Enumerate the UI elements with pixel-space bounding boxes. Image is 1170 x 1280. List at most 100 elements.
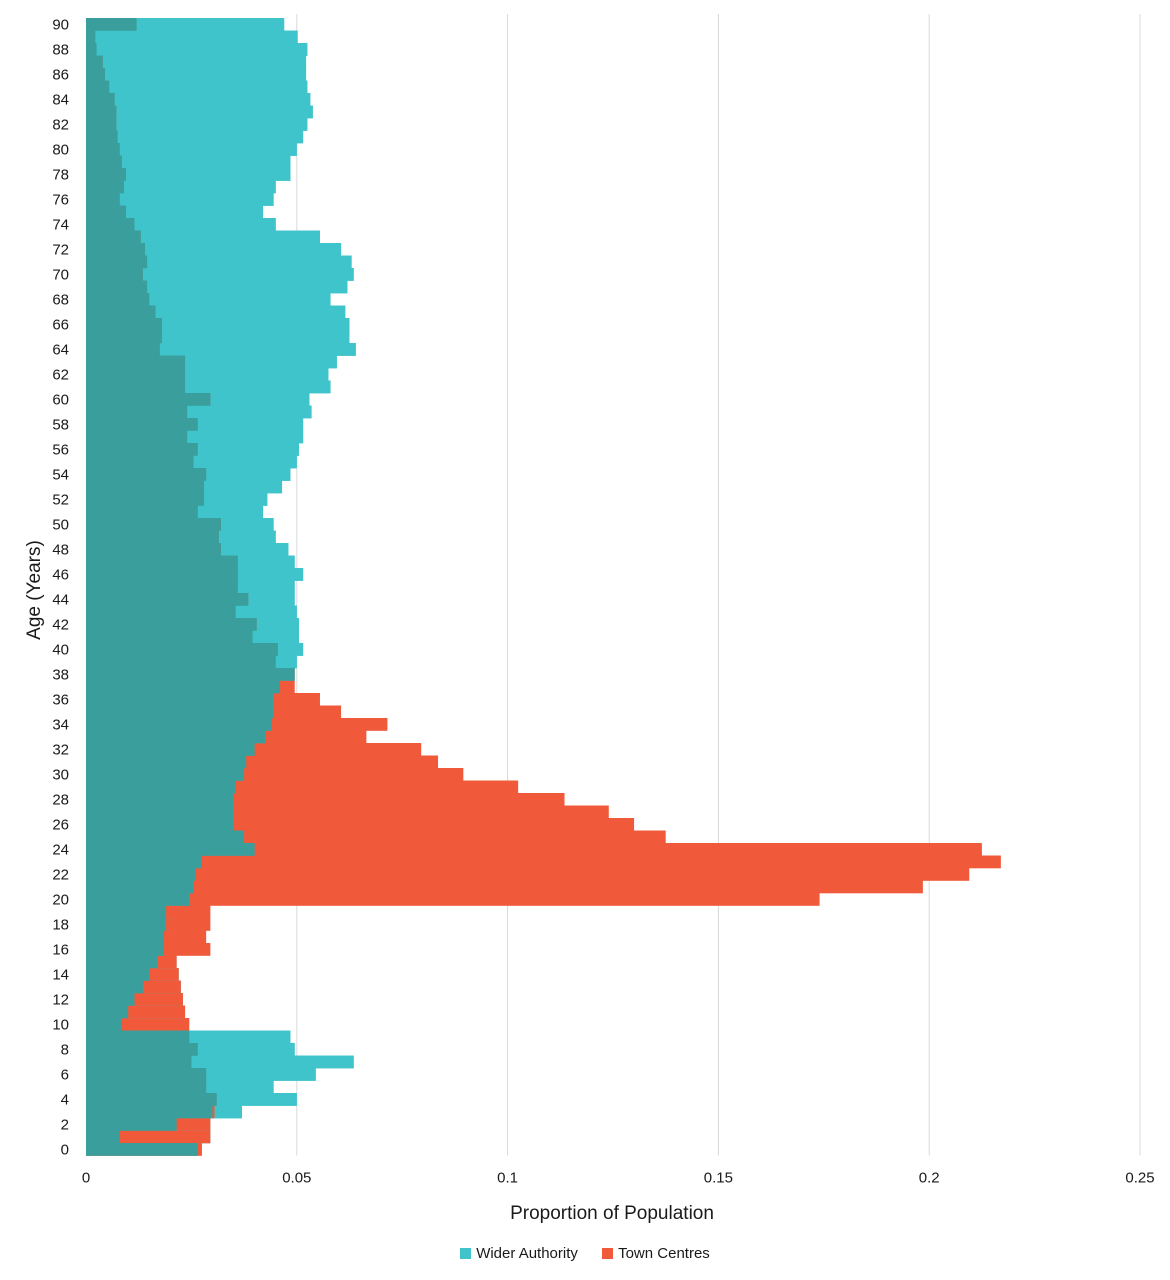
y-tick-label: 90 [52,16,69,33]
bar-overlap [86,318,162,331]
bar-wider-authority-excess [204,480,283,494]
bar-wider-authority-excess [189,1030,291,1044]
bar-wider-authority-excess [95,30,298,44]
bar-town-centres [86,843,982,856]
bar-town-centres [86,880,923,894]
bar-overlap [86,505,198,519]
bar-wider-authority-excess [121,155,291,169]
bar-overlap [86,1005,129,1019]
bar-wider-authority-excess [149,293,331,306]
bar-town-centres [86,855,1001,869]
y-tick-label: 10 [52,1016,69,1033]
bar-overlap [86,455,194,469]
bar-overlap [86,818,234,831]
bar-wider-authority-excess [102,55,307,69]
bar-wider-authority-excess [114,93,311,106]
bar-overlap [86,393,211,406]
bar-overlap [86,930,164,944]
y-tick-label: 48 [52,541,69,558]
y-tick-label: 80 [52,141,69,158]
bar-overlap [86,43,97,56]
bar-wider-authority-excess [185,368,329,381]
bar-overlap [86,493,205,506]
y-tick-label: 72 [52,241,69,258]
bar-overlap [86,268,143,281]
bar-wider-authority-excess [210,393,310,406]
bar-wider-authority-excess [191,1055,354,1069]
y-tick-label: 2 [61,1116,69,1133]
bar-overlap [86,680,280,694]
bar-overlap [86,30,96,44]
bar-overlap [86,655,276,669]
y-axis-title: Age (Years) [24,540,45,640]
bar-overlap [86,718,272,731]
bar-overlap [86,18,137,31]
bar-overlap [86,518,221,531]
bar-overlap [86,193,120,206]
y-tick-label: 32 [52,741,69,758]
bar-overlap [86,543,221,556]
y-tick-label: 66 [52,316,69,333]
bar-overlap [86,1105,213,1119]
bar-overlap [86,568,238,581]
legend-swatch-wider-authority [460,1248,472,1259]
bar-overlap [86,630,253,644]
bar-overlap [86,768,245,781]
bar-overlap [86,168,127,181]
bar-wider-authority-excess [248,593,295,606]
bar-wider-authority-excess [185,380,331,394]
y-tick-label: 54 [52,466,69,483]
bar-overlap [86,1018,122,1031]
y-tick-label: 28 [52,791,69,808]
bar-overlap [86,605,236,619]
y-tick-label: 12 [52,991,69,1008]
bar-wider-authority-excess [145,243,342,256]
bar-wider-authority-excess [126,168,291,181]
bar-overlap [86,443,198,456]
bar-wider-authority-excess [218,530,276,544]
legend-label-wider-authority: Wider Authority [476,1245,578,1262]
bar-overlap [86,618,257,631]
y-tick-label: 82 [52,116,69,133]
bar-overlap [86,755,247,769]
bar-wider-authority-excess [119,193,274,206]
legend-item-wider-authority: Wider Authority [460,1245,578,1262]
bar-wider-authority-excess [161,318,350,331]
bar-overlap [86,1143,198,1156]
bar-overlap [86,855,202,869]
bar-overlap [86,418,198,431]
bar-overlap [86,293,150,306]
bar-overlap [86,1093,217,1106]
bar-overlap [86,218,135,231]
y-tick-label: 24 [52,841,69,858]
bar-overlap [86,243,146,256]
bar-overlap [86,693,274,706]
bar-overlap [86,180,124,194]
bar-overlap [86,368,186,381]
y-tick-label: 6 [61,1066,69,1083]
bar-overlap [86,955,158,969]
bar-overlap [86,805,234,819]
bar-wider-authority-excess [193,455,297,469]
bar-overlap [86,705,274,719]
bar-wider-authority-excess [220,543,289,556]
bar-overlap [86,1055,192,1069]
bar-overlap [86,405,188,419]
bar-overlap [86,668,295,681]
legend-swatch-town-centres [602,1248,614,1259]
bar-overlap [86,230,141,244]
y-tick-label: 44 [52,591,69,608]
bar-overlap [86,118,117,131]
bar-overlap [86,905,167,919]
legend-item-town-centres: Town Centres [602,1245,710,1262]
bar-wider-authority-excess [216,1093,297,1106]
bar-overlap [86,580,238,594]
bar-wider-authority-excess [134,218,276,231]
x-axis-title: Proportion of Population [510,1203,714,1224]
bar-wider-authority-excess [197,1043,295,1056]
population-pyramid-chart: 0 0.05 0.1 0.15 0.2 0.25 02468101214161820222… [24,14,1155,1224]
y-tick-label: 84 [52,91,69,108]
bar-overlap [86,330,162,344]
bar-overlap [86,918,167,931]
bar-overlap [86,993,135,1006]
